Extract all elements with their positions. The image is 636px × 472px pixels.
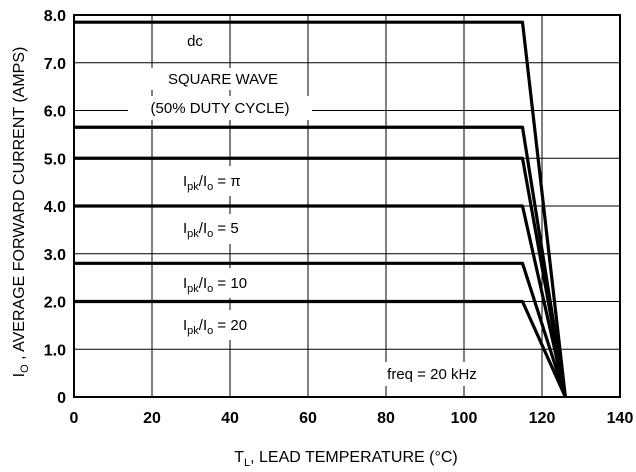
ipk-20-label-bg bbox=[175, 310, 275, 340]
ipk-pi-label: Ipk/Io = π bbox=[183, 173, 241, 193]
y-tick-label-1: 1.0 bbox=[44, 342, 66, 359]
ipk-10-label: Ipk/Io = 10 bbox=[183, 275, 247, 295]
duty-cycle-label: (50% DUTY CYCLE) bbox=[151, 100, 290, 117]
x-tick-label-7: 140 bbox=[607, 410, 634, 427]
freq-label-bg bbox=[372, 362, 492, 386]
x-tick-label-2: 40 bbox=[221, 410, 239, 427]
square-label-bg-2 bbox=[128, 96, 312, 120]
ipk-pi-label-bg bbox=[175, 166, 265, 196]
ipk-5-label: Ipk/Io = 5 bbox=[183, 220, 239, 240]
series-line-2 bbox=[74, 156, 567, 398]
plot-frame bbox=[73, 14, 621, 398]
x-tick-label-6: 120 bbox=[529, 410, 556, 427]
dc-label: dc bbox=[187, 33, 203, 50]
y-axis-title: IO , AVERAGE FORWARD CURRENT (AMPS) bbox=[11, 47, 31, 378]
series-line-0 bbox=[74, 20, 567, 398]
y-tick-label-7: 7.0 bbox=[44, 56, 66, 73]
x-tick-label-1: 20 bbox=[143, 410, 161, 427]
series-line-3 bbox=[74, 204, 567, 398]
ipk-10-label-bg bbox=[175, 268, 275, 298]
x-tick-label-4: 80 bbox=[377, 410, 395, 427]
square-wave-label: SQUARE WAVE bbox=[168, 71, 278, 88]
ipk-20-label: Ipk/Io = 20 bbox=[183, 317, 247, 337]
series-line-1 bbox=[74, 125, 567, 398]
y-tick-labels: 0 1.0 2.0 3.0 4.0 5.0 6.0 7.0 8.0 bbox=[44, 8, 66, 407]
x-tick-labels: 0 20 40 60 80 100 120 140 bbox=[70, 410, 634, 427]
x-axis-title: TL, LEAD TEMPERATURE (°C) bbox=[234, 449, 458, 469]
y-tick-label-0: 0 bbox=[57, 390, 66, 407]
derating-curves bbox=[74, 20, 567, 398]
ipk-5-label-bg bbox=[175, 214, 265, 244]
series-line-5 bbox=[74, 299, 567, 398]
y-tick-label-8: 8.0 bbox=[44, 8, 66, 25]
y-tick-label-4: 4.0 bbox=[44, 199, 66, 216]
dc-label-bg bbox=[166, 28, 224, 54]
y-tick-label-6: 6.0 bbox=[44, 104, 66, 121]
x-tick-label-5: 100 bbox=[451, 410, 478, 427]
x-tick-label-0: 0 bbox=[70, 410, 79, 427]
y-tick-label-5: 5.0 bbox=[44, 151, 66, 168]
square-label-bg-1 bbox=[145, 68, 301, 90]
series-line-4 bbox=[74, 261, 567, 398]
freq-label: freq = 20 kHz bbox=[387, 366, 477, 383]
y-tick-label-3: 3.0 bbox=[44, 247, 66, 264]
y-tick-label-2: 2.0 bbox=[44, 295, 66, 312]
x-tick-label-3: 60 bbox=[299, 410, 317, 427]
